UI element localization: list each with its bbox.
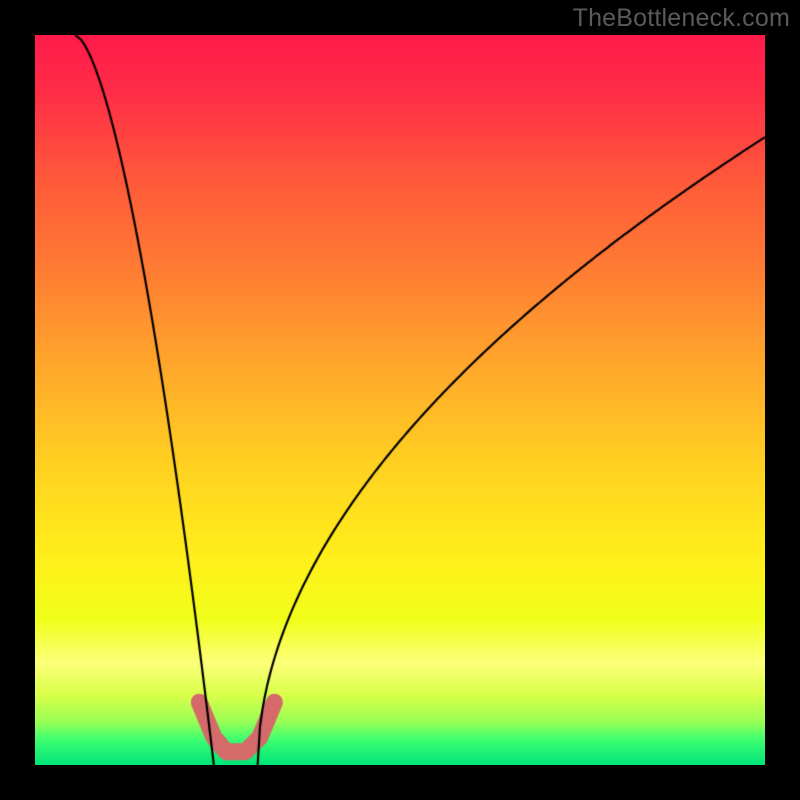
bottleneck-curve: [35, 35, 765, 765]
watermark-text: TheBottleneck.com: [573, 4, 790, 33]
plot-area: [35, 35, 765, 765]
